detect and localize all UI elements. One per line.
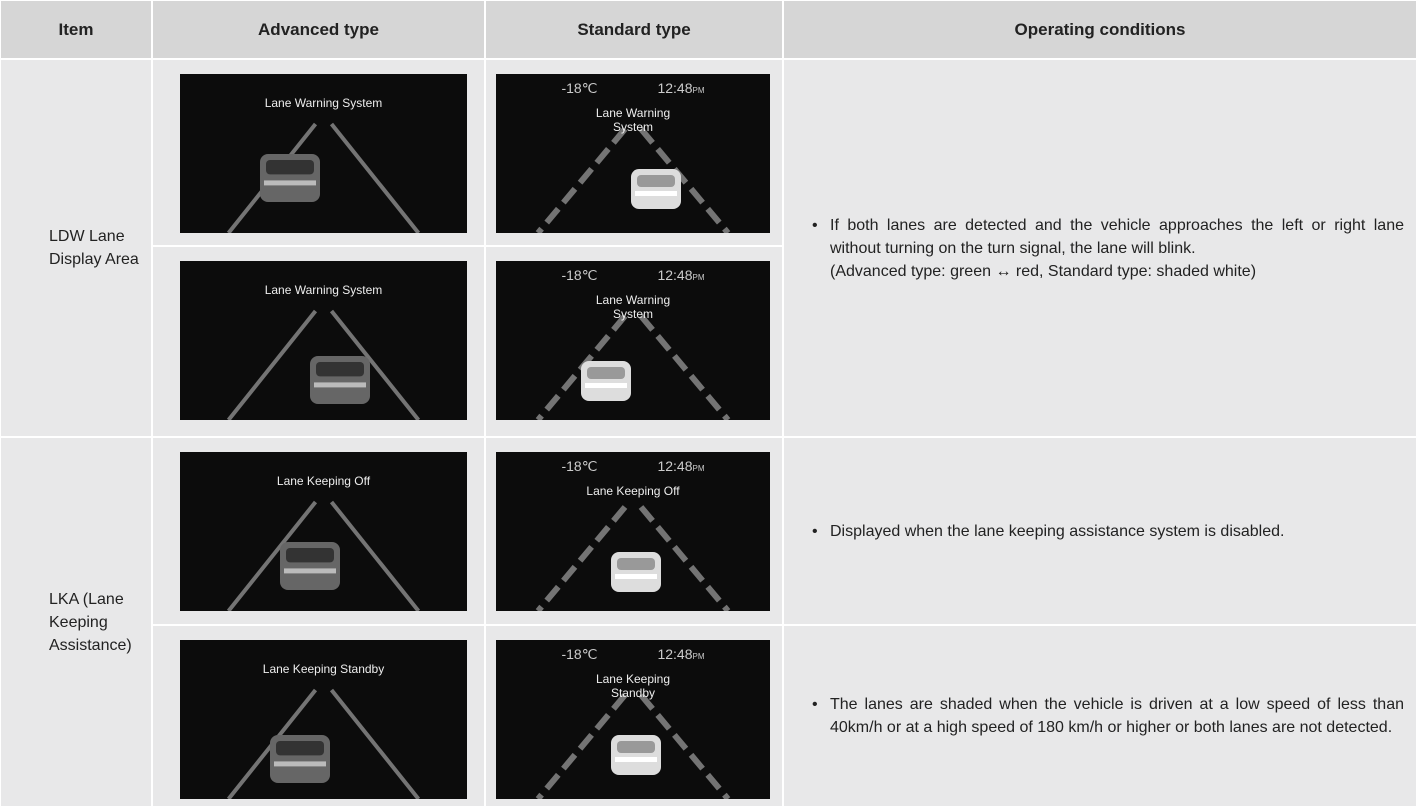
condition: • Displayed when the lane keeping assista… [812,520,1284,543]
header-cell: Advanced type [153,1,484,58]
standard-screen-text: Lane Keeping Standby [595,672,671,700]
standard-screen-text: Lane Warning System [595,106,671,134]
status-bar: -18℃ 12:48PM [496,646,770,663]
header-text: Item [58,19,94,39]
standard-screen: -18℃ 12:48PM Lane Keeping Standby [496,640,770,799]
standard-screen: -18℃ 12:48PM Lane Warning System [496,261,770,420]
meridiem: PM [692,86,705,95]
bullet: • [812,216,818,234]
condition-text: If both lanes are detected and the vehic… [830,216,1404,257]
temperature: -18℃ [561,458,598,474]
meridiem: PM [692,464,705,473]
screen-graphic [535,505,731,611]
conditions-cell: • Displayed when the lane keeping assista… [784,438,1416,624]
advanced-screen-text: Lane Keeping Off [276,474,371,488]
condition: • If both lanes are detected and the vehi… [812,214,1404,283]
time: 12:48 [657,267,693,283]
temperature: -18℃ [561,267,598,283]
meridiem: PM [692,652,705,661]
condition: • The lanes are shaded when the vehicle i… [812,693,1404,739]
temperature: -18℃ [561,646,598,662]
temperature: -18℃ [561,80,598,96]
advanced-screen-text: Lane Warning System [264,96,383,110]
advanced-screen: Lane Keeping Off [180,452,467,611]
header-text: Standard type [577,19,691,39]
header-text: Operating conditions [1014,19,1186,39]
advanced-screen-text: Lane Keeping Standby [262,662,385,676]
bullet: • [812,522,818,540]
advanced-screen: Lane Warning System [180,261,467,420]
screen-graphic [535,314,731,420]
status-bar: -18℃ 12:48PM [496,458,770,475]
header-text: Advanced type [258,19,379,39]
screen-graphic [226,122,421,233]
advanced-screen: Lane Keeping Standby [180,640,467,799]
time: 12:48 [657,80,693,96]
conditions-cell: • If both lanes are detected and the vehi… [784,60,1416,436]
condition-text: The lanes are shaded when the vehicle is… [830,696,1404,736]
screen-graphic [226,688,421,799]
advanced-screen-text: Lane Warning System [264,283,383,297]
screen-graphic [535,693,731,799]
header-cell: Operating conditions [784,1,1416,58]
item-cell: LKA (Lane Keeping Assistance) [1,438,151,806]
item-text: LKA (Lane Keeping Assistance) [49,590,132,654]
time: 12:48 [657,646,693,662]
item-cell: LDW Lane Display Area [1,60,151,436]
standard-screen: -18℃ 12:48PM Lane Warning System [496,74,770,233]
header-cell: Item [1,1,151,58]
status-bar: -18℃ 12:48PM [496,80,770,97]
screen-graphic [226,500,421,611]
meridiem: PM [692,273,705,282]
item-text: LDW Lane Display Area [49,228,139,268]
status-bar: -18℃ 12:48PM [496,267,770,284]
condition-text: Displayed when the lane keeping assistan… [830,522,1285,540]
header-cell: Standard type [486,1,782,58]
screen-graphic [226,309,421,420]
standard-screen: -18℃ 12:48PM Lane Keeping Off [496,452,770,611]
standard-screen-text: Lane Warning System [595,293,671,321]
bullet: • [812,696,818,713]
screen-graphic [535,127,731,233]
conditions-cell: • The lanes are shaded when the vehicle i… [784,626,1416,806]
standard-screen-text: Lane Keeping Off [586,484,680,498]
advanced-screen: Lane Warning System [180,74,467,233]
time: 12:48 [657,458,693,474]
condition-note: (Advanced type: green ↔ red, Standard ty… [830,262,1257,280]
